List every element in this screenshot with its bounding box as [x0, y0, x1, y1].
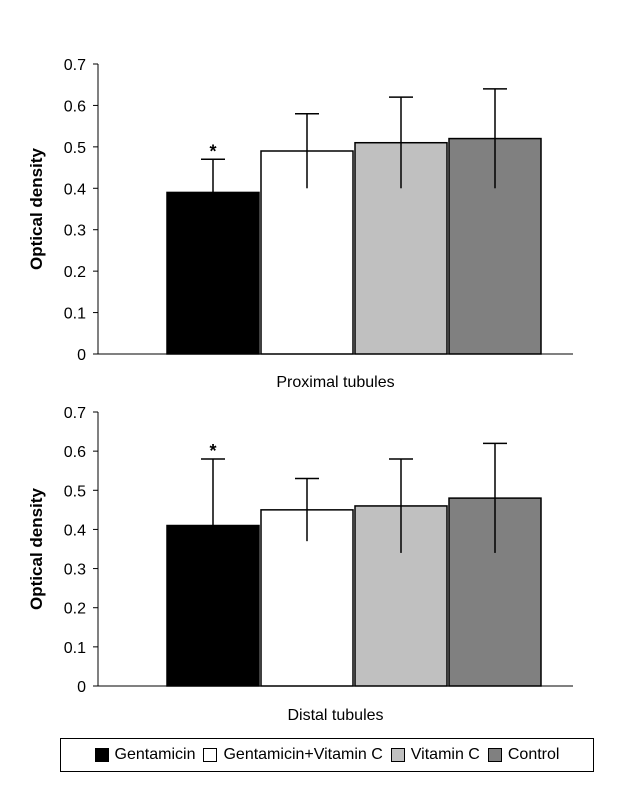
legend-item-gentamicin-vitamin-c: Gentamicin+Vitamin C [203, 746, 383, 764]
y-tick-label: 0.6 [64, 98, 86, 115]
y-tick-label: 0.1 [64, 640, 86, 657]
y-axis-label: Optical density [27, 488, 46, 610]
legend-label-gentamicin-vitamin-c: Gentamicin+Vitamin C [223, 746, 383, 763]
y-tick-label: 0.7 [64, 57, 86, 74]
x-axis-label: Distal tubules [287, 707, 383, 724]
x-axis-label: Proximal tubules [276, 374, 394, 391]
legend: Gentamicin Gentamicin+Vitamin C Vitamin … [60, 738, 594, 772]
bar-gentamicin [166, 191, 260, 355]
y-tick-label: 0.7 [64, 405, 86, 422]
legend-swatch-gentamicin-vitamin-c [203, 748, 218, 762]
bar-gentamicin [166, 524, 260, 687]
y-tick-label: 0.5 [64, 140, 86, 157]
y-tick-label: 0.6 [64, 444, 86, 461]
y-axis-label: Optical density [27, 148, 46, 270]
y-tick-label: 0.1 [64, 306, 86, 323]
y-tick-label: 0 [77, 347, 86, 364]
legend-label-control: Control [507, 746, 560, 763]
significance-marker: * [209, 441, 216, 461]
y-tick-label: 0.4 [64, 522, 86, 539]
legend-item-control: Control [487, 746, 560, 764]
y-tick-label: 0.3 [64, 562, 86, 579]
chart-panel-1: 0 0.1 0.2 0.3 0.4 0.5 0.6 0.7 * Proximal tubules O… [27, 57, 573, 391]
significance-marker: * [209, 141, 216, 161]
y-tick-label: 0.2 [64, 264, 86, 281]
legend-swatch-vitamin-c [390, 748, 405, 762]
legend-swatch-control [487, 748, 502, 762]
chart-panel-2: 0 0.1 0.2 0.3 0.4 0.5 0.6 0.7 * Distal tubules Opt… [27, 405, 573, 724]
y-tick-label: 0.5 [64, 483, 86, 500]
y-tick-label: 0.2 [64, 601, 86, 618]
y-tick-label: 0.3 [64, 223, 86, 240]
y-tick-label: 0.4 [64, 181, 86, 198]
legend-swatch-gentamicin [94, 748, 109, 762]
y-tick-label: 0 [77, 679, 86, 696]
legend-item-vitamin-c: Vitamin C [390, 746, 480, 764]
legend-label-gentamicin: Gentamicin [114, 746, 196, 763]
legend-item-gentamicin: Gentamicin [94, 746, 196, 764]
legend-label-vitamin-c: Vitamin C [410, 746, 480, 763]
